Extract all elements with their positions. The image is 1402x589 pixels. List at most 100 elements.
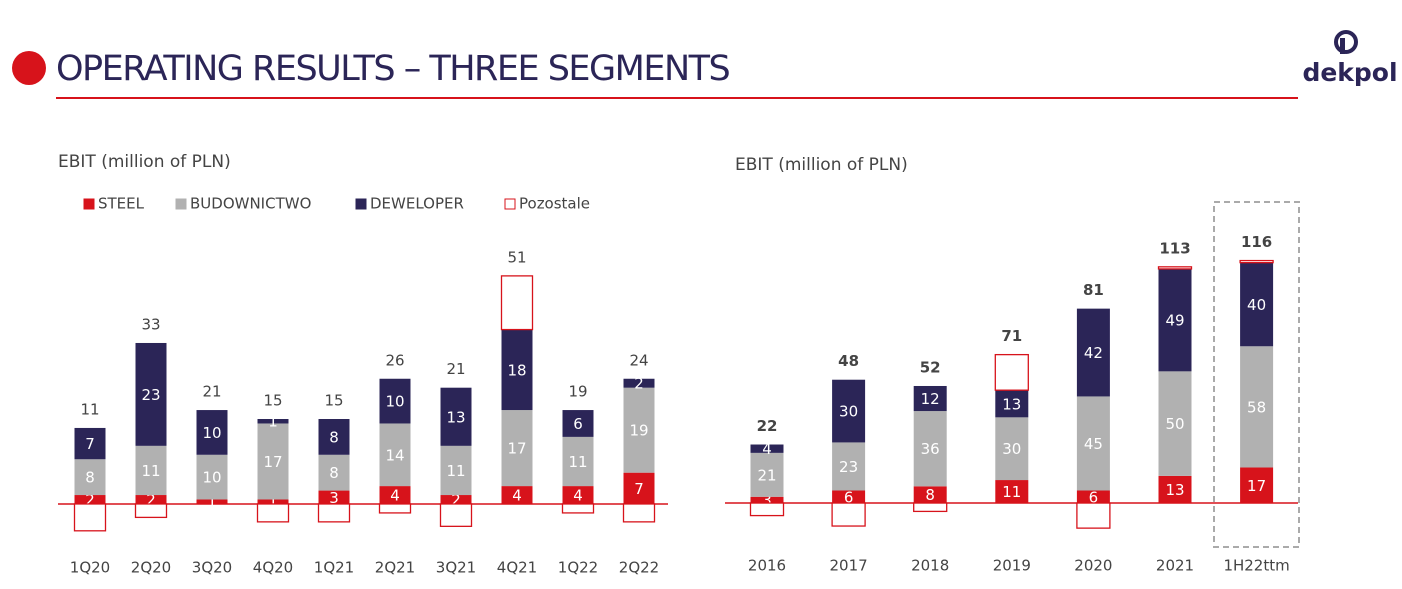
bar-segment	[623, 387, 655, 473]
bar-segment	[562, 410, 594, 437]
bar-segment	[501, 410, 533, 487]
bar-segment	[913, 486, 947, 504]
total-label: 51	[507, 248, 526, 266]
bar-segment	[196, 499, 228, 504]
total-label: 19	[568, 383, 587, 401]
total-label: 24	[629, 351, 648, 369]
other-segment	[134, 503, 168, 519]
bar-segment	[196, 454, 228, 500]
segment-label: 45	[1084, 435, 1103, 453]
legend-label: BUDOWNICTWO	[190, 195, 311, 213]
other-segment	[500, 275, 534, 331]
other-segment	[73, 503, 107, 532]
segment-label: 23	[839, 458, 858, 476]
bar-segment	[379, 378, 411, 424]
x-tick-label: 3Q20	[192, 559, 232, 577]
bar-segment	[832, 379, 866, 443]
segment-label: 17	[263, 453, 282, 471]
segment-label: 30	[1002, 440, 1021, 458]
other-segment	[831, 502, 866, 527]
segment-label: 2	[634, 375, 644, 393]
x-tick-label: 2018	[911, 557, 949, 575]
legend-swatch	[355, 198, 367, 210]
other-segment	[378, 503, 412, 514]
bar-segment	[135, 495, 167, 504]
logo-text: dekpol	[1302, 58, 1397, 87]
segment-label: 1	[207, 493, 217, 511]
other-segment	[1076, 502, 1111, 529]
segment-label: 23	[141, 386, 160, 404]
bar-segment	[318, 419, 350, 455]
bar-segment	[74, 495, 106, 504]
bar-segment	[501, 329, 533, 411]
segment-label: 3	[762, 491, 772, 509]
bar-segment	[318, 490, 350, 504]
segment-label: 8	[925, 486, 935, 504]
total-label: 52	[920, 358, 941, 376]
bar-segment	[995, 417, 1029, 481]
title-dot	[12, 51, 46, 85]
x-tick-label: 2017	[830, 557, 868, 575]
total-label: 15	[263, 392, 282, 410]
segment-label: 21	[757, 466, 776, 484]
x-tick-label: 2020	[1074, 557, 1112, 575]
x-tick-label: 1H22ttm	[1223, 557, 1289, 575]
segment-label: 58	[1247, 398, 1266, 416]
segment-label: 11	[446, 462, 465, 480]
total-label: 113	[1159, 239, 1190, 257]
segment-label: 49	[1165, 312, 1184, 330]
total-label: 21	[446, 360, 465, 378]
bar-segment	[257, 423, 289, 500]
segment-label: 11	[1002, 483, 1021, 501]
total-label: 71	[1001, 327, 1022, 345]
bar-segment	[1076, 490, 1110, 504]
other-segment	[1157, 266, 1193, 270]
x-tick-label: 2016	[748, 557, 786, 575]
logo: dekpol	[1302, 30, 1398, 87]
bar-segment	[1240, 467, 1274, 504]
segment-label: 8	[85, 469, 95, 487]
segment-label: 1	[268, 493, 278, 511]
x-tick-label: 2Q21	[375, 559, 415, 577]
segment-label: 40	[1247, 296, 1266, 314]
other-segment	[317, 503, 351, 523]
segment-label: 2	[85, 491, 95, 509]
legend-swatch	[175, 198, 187, 210]
bar-segment	[1240, 262, 1274, 347]
segment-label: 42	[1084, 344, 1103, 362]
segment-label: 13	[1002, 395, 1021, 413]
total-label: 11	[80, 400, 99, 418]
total-label: 116	[1241, 233, 1272, 251]
bar-segment	[1076, 308, 1110, 397]
total-label: 21	[202, 383, 221, 401]
segment-label: 8	[329, 428, 339, 446]
legend-label: STEEL	[98, 195, 145, 213]
segment-label: 7	[85, 435, 95, 453]
other-segment	[1239, 259, 1274, 264]
total-label: 15	[324, 392, 343, 410]
segment-label: 10	[202, 469, 221, 487]
bar-segment	[913, 411, 947, 487]
bar-segment	[750, 496, 784, 504]
segment-label: 8	[329, 464, 339, 482]
other-segment	[561, 503, 595, 514]
bar-segment	[562, 436, 594, 487]
segment-label: 50	[1165, 415, 1184, 433]
x-tick-label: 1Q21	[314, 559, 354, 577]
bar-segment	[196, 410, 228, 455]
bar-segment	[832, 442, 866, 491]
bar-segment	[440, 387, 472, 446]
total-label: 81	[1083, 281, 1104, 299]
legend-label: DEWELOPER	[370, 195, 464, 213]
segment-label: 6	[573, 415, 583, 433]
x-tick-label: 3Q21	[436, 559, 476, 577]
other-segment	[749, 502, 785, 517]
segment-label: 4	[390, 487, 400, 505]
slide-title: OPERATING RESULTS – THREE SEGMENTS	[56, 49, 730, 89]
legend-swatch	[83, 198, 95, 210]
segment-label: 4	[573, 487, 583, 505]
legend-label: Pozostale	[519, 195, 590, 213]
bar-segment	[440, 495, 472, 504]
segment-label: 1	[268, 413, 278, 431]
